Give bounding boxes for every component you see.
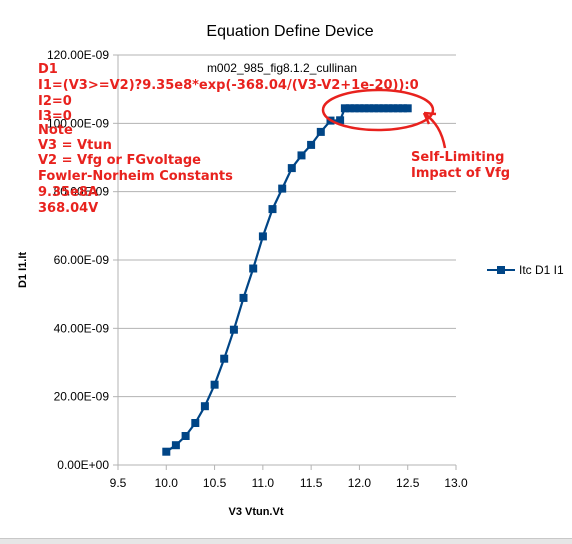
data-point [249, 264, 258, 273]
data-point [278, 184, 287, 193]
data-point [239, 293, 248, 302]
data-point [287, 164, 296, 173]
data-point [162, 447, 171, 456]
data-point [220, 354, 229, 363]
x-tick-label: 9.5 [110, 476, 127, 490]
data-point [316, 127, 325, 136]
annotation-line: Note [38, 123, 73, 138]
data-point [258, 232, 267, 241]
data-point [360, 104, 369, 113]
data-point [379, 104, 388, 113]
data-point [297, 151, 306, 160]
annotation-line: V2 = Vfg or FGvoltage [38, 153, 201, 168]
annotation-line: I1=(V3>=V2)?9.35e8*exp(-368.04/(V3-V2+1e… [38, 78, 419, 93]
legend-label: Itc D1 I1 [519, 263, 564, 277]
self-limiting-callout: Self-Limiting Impact of Vfg [321, 88, 510, 181]
annotation-line: V3 = Vtun [38, 138, 112, 153]
data-point [181, 432, 190, 440]
y-tick-label: 120.00E-09 [47, 48, 109, 62]
legend-marker [497, 266, 505, 274]
data-point [389, 104, 398, 113]
data-point [191, 419, 200, 427]
y-tick-label: 80.00E-09 [54, 185, 110, 199]
equation-annotation: D1 I1=(V3>=V2)?9.35e8*exp(-368.04/(V3-V2… [38, 62, 419, 216]
y-tick-label: 100.00E-09 [47, 116, 109, 130]
x-tick-label: 12.5 [396, 476, 420, 490]
series-itc-d1-i1 [162, 104, 412, 456]
data-point [365, 104, 374, 113]
data-point [394, 104, 403, 113]
gridlines [118, 54, 456, 398]
x-tick-label: 12.0 [348, 476, 372, 490]
data-point [171, 441, 180, 450]
data-point [229, 325, 238, 334]
x-tick-label: 11.0 [252, 476, 275, 490]
y-tick-labels: 0.00E+00 20.00E-09 40.00E-09 60.00E-09 80.00… [47, 48, 118, 472]
data-point [355, 104, 364, 113]
data-point [336, 116, 345, 125]
data-point [210, 380, 219, 389]
x-axis-title: V3 Vtun.Vt [228, 506, 283, 518]
callout-ellipse [321, 88, 435, 132]
x-tick-label: 11.5 [300, 476, 323, 490]
callout-text: Impact of Vfg [411, 166, 510, 181]
y-axis-title: D1 I1.It [17, 252, 29, 288]
annotation-line: 368.04V [38, 201, 98, 216]
data-point [200, 402, 209, 411]
series-line [165, 107, 408, 453]
data-point [398, 104, 407, 113]
chart-title: Equation Define Device [206, 23, 373, 40]
data-point [345, 104, 354, 113]
window-bottom-edge [0, 538, 572, 544]
y-tick-label: 0.00E+00 [57, 458, 109, 472]
data-point [384, 104, 393, 113]
y-tick-label: 60.00E-09 [54, 253, 110, 267]
annotation-line: 9.35e8A [38, 185, 98, 200]
callout-text: Self-Limiting [411, 150, 504, 165]
data-point [374, 104, 383, 113]
legend: Itc D1 I1 [487, 263, 564, 277]
chart-subtitle: m002_985_fig8.1.2_cullinan [207, 61, 357, 75]
annotation-line: I3=0 [38, 109, 72, 124]
data-point [307, 140, 316, 149]
callout-arrowhead [422, 111, 437, 125]
y-tick-label: 20.00E-09 [54, 390, 110, 404]
annotation-line: Fowler-Norheim Constants [38, 169, 233, 184]
callout-arrow [423, 112, 447, 149]
data-point [268, 205, 277, 214]
data-point [369, 104, 378, 113]
data-point [350, 104, 359, 113]
x-tick-label: 10.0 [155, 476, 179, 490]
annotation-line: D1 [38, 62, 58, 77]
x-tick-label: 13.0 [444, 476, 468, 490]
x-tick-label: 10.5 [203, 476, 227, 490]
data-point [403, 104, 412, 113]
annotation-line: I2=0 [38, 94, 72, 109]
x-tick-labels: 9.5 10.0 10.5 11.0 11.5 12.0 12.5 13.0 [110, 465, 468, 490]
data-point [340, 104, 349, 113]
y-tick-label: 40.00E-09 [54, 321, 110, 335]
